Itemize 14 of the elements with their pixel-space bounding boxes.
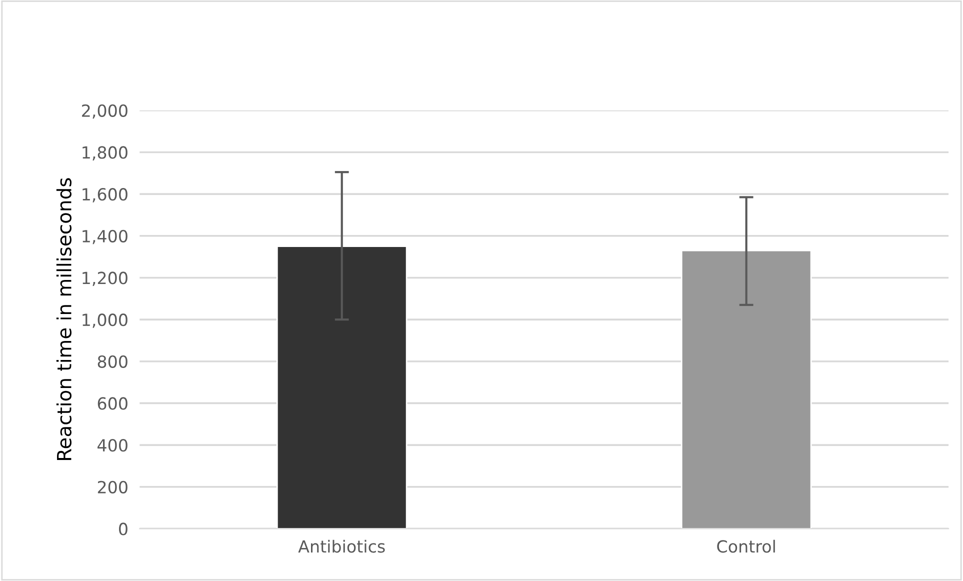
y-axis-title: Reaction time in milliseconds	[56, 178, 72, 460]
y-tick-label: 600	[98, 397, 128, 410]
x-tick-label: Antibiotics	[298, 540, 385, 553]
y-tick-label: 1,400	[82, 230, 128, 244]
x-tick-label: Control	[717, 540, 775, 553]
y-tick-label: 0	[119, 522, 128, 536]
y-tick-label: 1,000	[82, 314, 128, 328]
y-tick-label: 800	[98, 355, 128, 368]
y-tick-label: 400	[98, 439, 128, 452]
y-tick-label: 1,600	[82, 188, 128, 202]
y-tick-label: 1,800	[82, 146, 128, 160]
y-tick-label: 200	[98, 480, 128, 494]
y-tick-label: 2,000	[82, 104, 128, 119]
y-tick-label: 1,200	[82, 272, 128, 286]
